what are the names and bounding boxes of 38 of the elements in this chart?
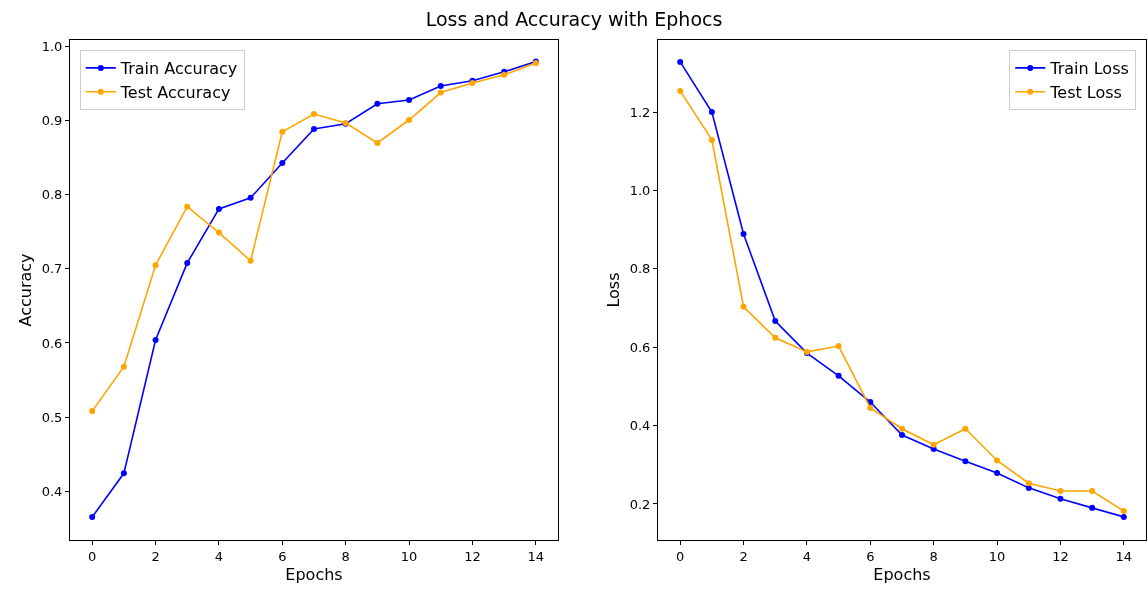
x-tick-label: 2 xyxy=(151,548,160,564)
y-axis-title: Accuracy xyxy=(15,253,35,327)
y-tick-label: 0.4 xyxy=(629,418,651,434)
y-axis-title: Loss xyxy=(603,272,623,308)
x-tick-label: 8 xyxy=(341,548,350,564)
y-tick-label: 0.8 xyxy=(629,261,651,277)
y-tick-label: 0.6 xyxy=(41,335,63,351)
y-tick-label: 1.0 xyxy=(41,39,63,55)
x-tick-label: 2 xyxy=(739,548,748,564)
x-tick-label: 14 xyxy=(527,548,545,564)
y-tick-label: 0.8 xyxy=(41,187,63,203)
y-tick-label: 0.4 xyxy=(41,483,63,499)
x-tick-label: 6 xyxy=(866,548,875,564)
x-tick-label: 10 xyxy=(988,548,1006,564)
y-tick-label: 0.2 xyxy=(629,496,651,512)
y-tick-label: 0.6 xyxy=(629,339,651,355)
chart-title: Loss and Accuracy with Ephocs xyxy=(424,8,724,30)
x-axis-title: Epochs xyxy=(285,565,343,585)
legend-label: Test Accuracy xyxy=(119,82,231,102)
y-tick-label: 0.5 xyxy=(41,409,63,425)
x-tick-label: 12 xyxy=(1052,548,1069,564)
x-tick-label: 10 xyxy=(400,548,418,564)
legend-label: Train Loss xyxy=(1049,59,1129,79)
x-tick-label: 0 xyxy=(676,548,685,564)
x-axis-title: Epochs xyxy=(873,565,931,585)
x-tick-label: 4 xyxy=(802,548,812,564)
legend-label: Test Loss xyxy=(1049,82,1122,102)
y-tick-label: 0.9 xyxy=(41,113,63,129)
x-tick-label: 14 xyxy=(1115,548,1133,564)
x-tick-label: 0 xyxy=(88,548,97,564)
legend-label: Train Accuracy xyxy=(119,59,238,79)
y-tick-label: 1.2 xyxy=(629,104,651,120)
x-tick-label: 12 xyxy=(464,548,481,564)
x-tick-label: 8 xyxy=(929,548,938,564)
x-tick-label: 4 xyxy=(214,548,224,564)
x-tick-label: 6 xyxy=(278,548,287,564)
y-tick-label: 1.0 xyxy=(629,183,651,199)
y-tick-label: 0.7 xyxy=(41,261,63,277)
